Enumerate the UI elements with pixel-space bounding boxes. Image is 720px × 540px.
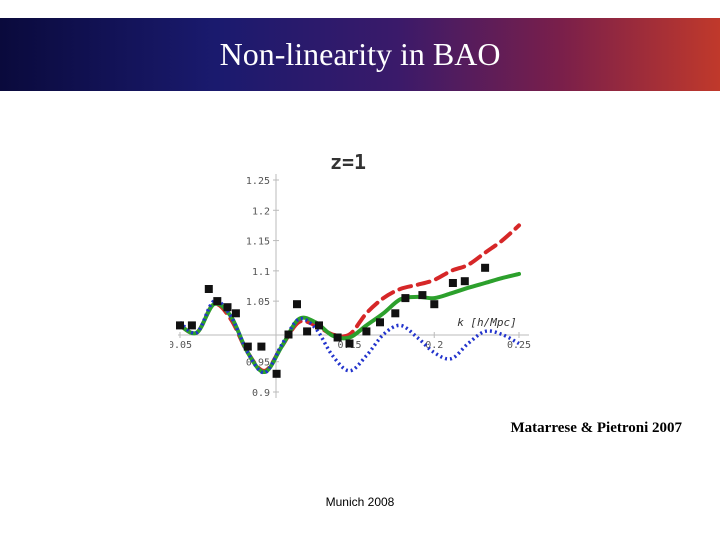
x-tick-label: 0.05	[170, 340, 192, 351]
data-point	[376, 318, 384, 327]
data-point	[460, 277, 469, 286]
slide-title: Non-linearity in BAO	[219, 36, 501, 72]
y-tick-label: 1.05	[246, 297, 270, 308]
series-line-dotted	[178, 298, 520, 375]
chart: z=1 1.251.21.151.11.050.950.90.050.150.2…	[168, 140, 550, 410]
x-axis-label: k [h/Mpc]	[457, 316, 517, 329]
data-point	[272, 369, 281, 378]
y-tick-label: 1.15	[246, 237, 270, 248]
data-point	[213, 297, 222, 306]
data-point	[293, 300, 301, 309]
data-point	[333, 333, 342, 342]
data-point	[430, 300, 439, 309]
data-point	[315, 321, 323, 330]
y-tick-label: 1.2	[252, 206, 270, 217]
credit-text: Matarrese & Pietroni 2007	[510, 420, 682, 436]
data-point	[284, 330, 293, 339]
y-tick-label: 0.95	[246, 358, 270, 369]
data-point	[418, 291, 427, 300]
y-tick-label: 1.1	[252, 267, 270, 278]
data-point	[257, 342, 266, 351]
data-point	[345, 339, 354, 348]
footer-text: Munich 2008	[325, 495, 395, 509]
chart-svg: z=1 1.251.21.151.11.050.950.90.050.150.2…	[168, 150, 531, 399]
data-point	[303, 327, 312, 336]
data-point	[391, 309, 400, 318]
data-point	[187, 321, 196, 330]
data-point	[362, 327, 371, 336]
chart-title: z=1	[330, 150, 366, 174]
data-point	[231, 309, 240, 318]
data-point	[448, 279, 457, 287]
x-tick-label: 0.25	[507, 340, 531, 351]
data-point	[204, 285, 213, 293]
title-banner: Non-linearity in BAO	[0, 18, 720, 91]
x-tick-label: 0.2	[425, 340, 443, 351]
data-point	[481, 263, 490, 272]
series-line-solid	[178, 271, 521, 374]
y-tick-label: 0.9	[252, 388, 270, 399]
data-point	[223, 303, 232, 312]
data-point	[176, 321, 184, 330]
data-point	[243, 342, 252, 351]
y-tick-label: 1.25	[246, 176, 270, 187]
data-point	[401, 294, 410, 303]
